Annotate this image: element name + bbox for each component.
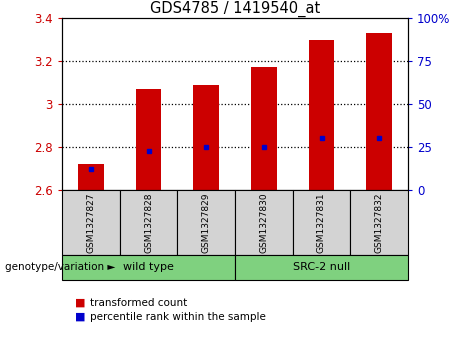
Text: GSM1327827: GSM1327827 [86, 192, 95, 253]
Text: wild type: wild type [123, 262, 174, 273]
Text: GSM1327831: GSM1327831 [317, 192, 326, 253]
Title: GDS4785 / 1419540_at: GDS4785 / 1419540_at [150, 0, 320, 17]
Bar [366, 33, 392, 190]
Text: transformed count: transformed count [90, 298, 187, 308]
Bar [193, 85, 219, 190]
Bar [251, 68, 277, 190]
Bar [78, 164, 104, 190]
Text: GSM1327829: GSM1327829 [201, 192, 211, 253]
Text: GSM1327828: GSM1327828 [144, 192, 153, 253]
Bar [308, 40, 335, 190]
Text: GSM1327832: GSM1327832 [375, 192, 384, 253]
Text: SRC-2 null: SRC-2 null [293, 262, 350, 273]
Bar [136, 89, 161, 190]
Text: percentile rank within the sample: percentile rank within the sample [90, 312, 266, 322]
Text: genotype/variation ►: genotype/variation ► [5, 262, 115, 273]
Text: ■: ■ [75, 298, 85, 308]
Text: GSM1327830: GSM1327830 [260, 192, 268, 253]
Text: ■: ■ [75, 312, 85, 322]
